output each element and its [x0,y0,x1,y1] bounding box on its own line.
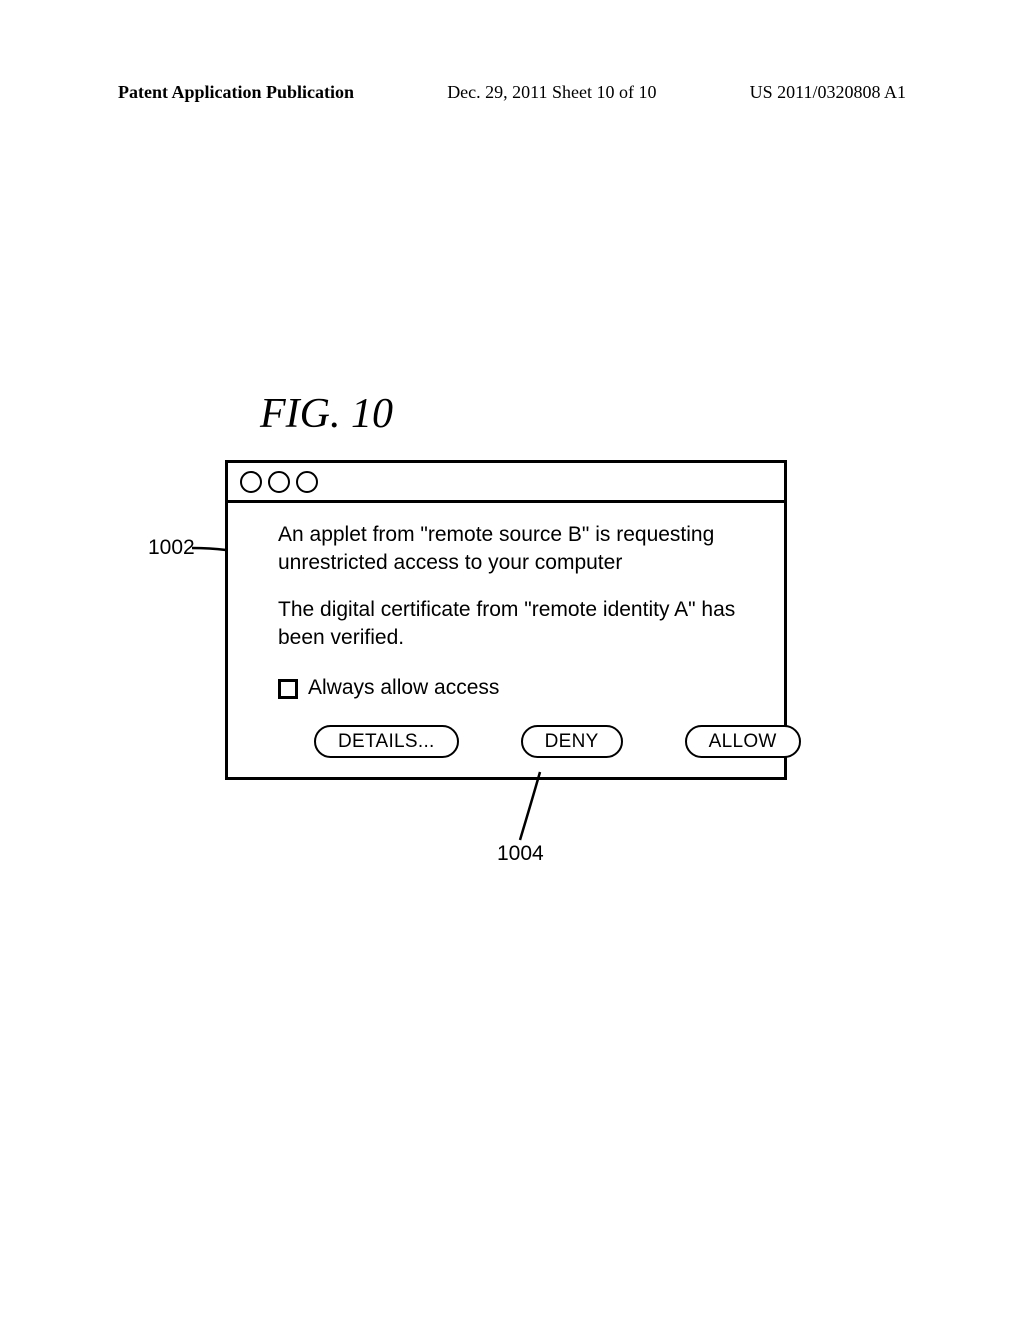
window-control-icon[interactable] [268,471,290,493]
always-allow-checkbox[interactable] [278,679,298,699]
window-control-icon[interactable] [296,471,318,493]
header-pub-number: US 2011/0320808 A1 [750,82,906,103]
figure-label: FIG. 10 [260,390,393,438]
deny-button[interactable]: DENY [521,725,623,759]
page-header: Patent Application Publication Dec. 29, … [0,82,1024,103]
header-publication: Patent Application Publication [118,82,354,103]
allow-button[interactable]: ALLOW [685,725,801,759]
details-button[interactable]: DETAILS... [314,725,459,759]
dialog-message-1: An applet from "remote source B" is requ… [278,521,756,578]
always-allow-label: Always allow access [308,674,499,702]
always-allow-row: Always allow access [278,674,756,702]
dialog-body: An applet from "remote source B" is requ… [228,503,784,772]
dialog-titlebar [228,463,784,503]
permission-dialog: An applet from "remote source B" is requ… [225,460,787,780]
dialog-button-row: DETAILS... DENY ALLOW [278,725,756,759]
dialog-message-2: The digital certificate from "remote ide… [278,596,756,653]
header-date-sheet: Dec. 29, 2011 Sheet 10 of 10 [447,82,656,103]
window-control-icon[interactable] [240,471,262,493]
ref-label-1004: 1004 [497,842,544,866]
ref-label-1002: 1002 [148,536,195,560]
